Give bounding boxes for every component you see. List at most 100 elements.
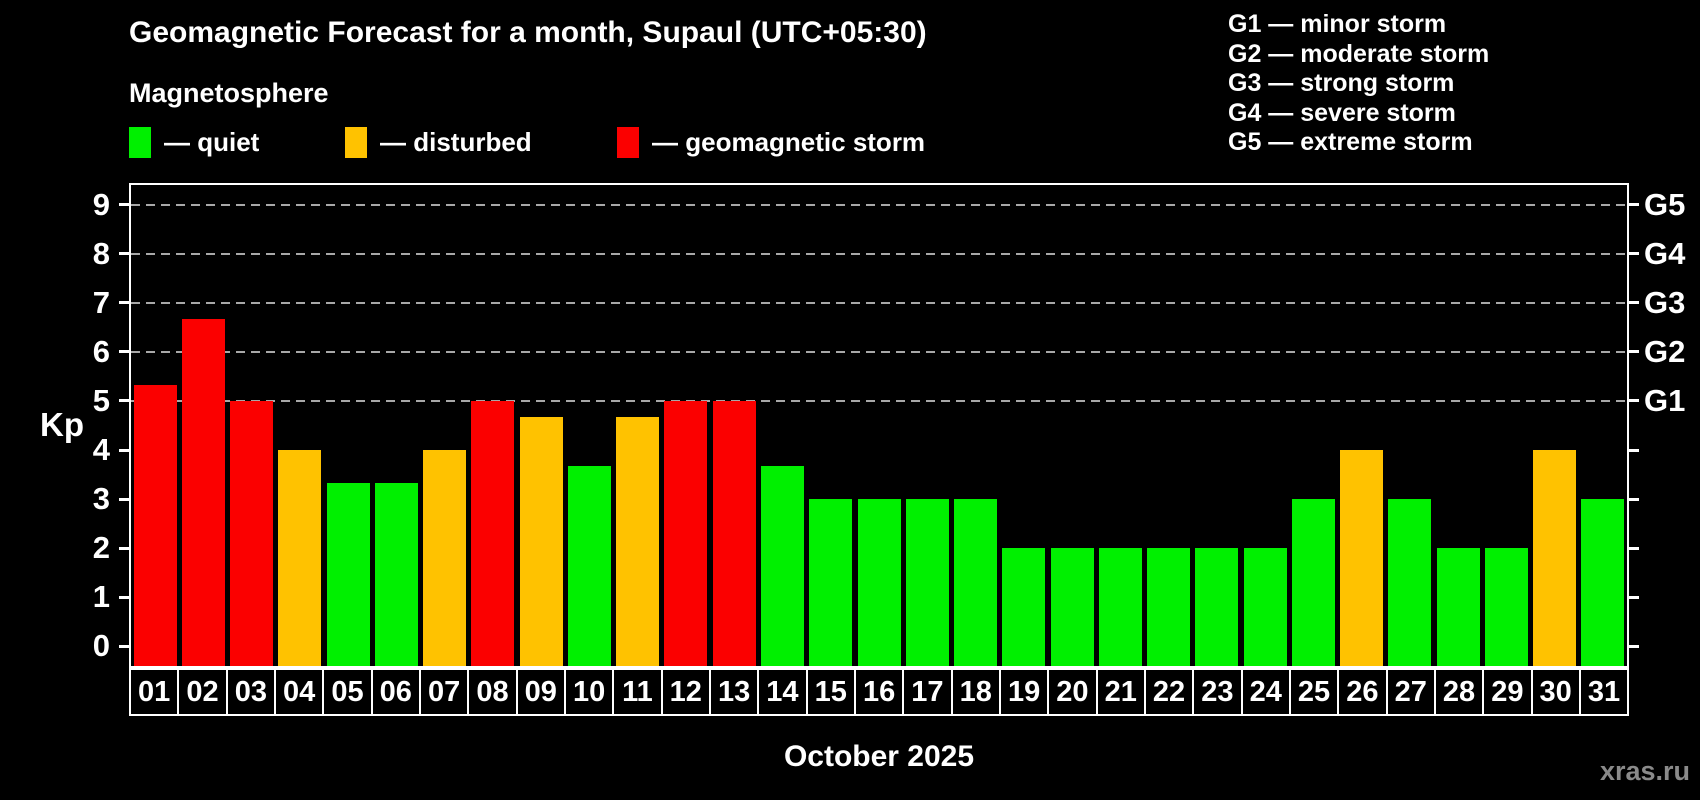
- x-axis-title: October 2025: [783, 740, 975, 773]
- bar-day-21: [1098, 548, 1142, 666]
- right-tick-kp-2: [1629, 546, 1639, 550]
- bar-day-23: [1195, 548, 1239, 666]
- disturbed-color-swatch: [345, 127, 367, 158]
- legend-item-quiet: — quiet: [129, 127, 259, 158]
- left-tick-kp-5: [119, 399, 129, 403]
- bar-day-17: [905, 499, 949, 666]
- bar-day-10: [567, 466, 611, 666]
- bar-day-12: [664, 400, 708, 666]
- gridline-kp-5: [131, 399, 1627, 402]
- left-tick-kp-6: [119, 350, 129, 354]
- bar-day-14: [760, 466, 804, 666]
- y-tick-label-4: 4: [92, 432, 110, 468]
- right-tick-kp-4: [1629, 448, 1639, 452]
- g2-legend-line: G2 — moderate storm: [1228, 39, 1490, 68]
- right-tick-kp-0: [1629, 644, 1639, 648]
- right-tick-kp-3: [1629, 497, 1639, 501]
- g-scale-label-G1: G1: [1644, 382, 1686, 418]
- bar-day-26: [1340, 450, 1384, 666]
- x-axis-day-labels: 01 02 03 04 05 06 07 08 09 10 11 12 13 14 15 16 17 18 19 20…: [129, 668, 1630, 716]
- day-label-07: 07: [418, 668, 470, 716]
- day-label-11: 11: [612, 668, 663, 716]
- right-tick-kp-9: [1629, 203, 1639, 207]
- g-scale-label-G4: G4: [1644, 235, 1686, 271]
- chart-title: Geomagnetic Forecast for a month, Supaul…: [129, 16, 927, 49]
- day-label-16: 16: [853, 668, 905, 716]
- gridline-kp-7: [131, 301, 1627, 304]
- bar-day-07: [423, 450, 467, 666]
- day-label-28: 28: [1433, 668, 1485, 716]
- bar-day-05: [326, 482, 370, 666]
- bar-day-08: [471, 400, 515, 666]
- bar-day-30: [1533, 450, 1577, 666]
- gridline-kp-9: [131, 203, 1627, 206]
- gridline-kp-6: [131, 350, 1627, 353]
- y-tick-label-5: 5: [92, 382, 110, 418]
- plot-area: [129, 183, 1629, 668]
- right-tick-kp-5: [1629, 399, 1639, 403]
- g-scale-label-G2: G2: [1644, 333, 1686, 369]
- bar-day-19: [1002, 548, 1046, 666]
- day-label-29: 29: [1482, 668, 1533, 716]
- bar-day-03: [230, 400, 274, 666]
- day-label-26: 26: [1337, 668, 1388, 716]
- right-tick-kp-1: [1629, 595, 1639, 599]
- day-label-22: 22: [1143, 668, 1195, 716]
- bar-day-27: [1388, 499, 1432, 666]
- bar-day-02: [181, 319, 225, 666]
- y-tick-label-1: 1: [92, 579, 110, 615]
- g-scale-label-G3: G3: [1644, 284, 1686, 320]
- y-tick-label-7: 7: [92, 284, 110, 320]
- day-label-24: 24: [1240, 668, 1291, 716]
- quiet-color-swatch: [129, 127, 151, 158]
- left-tick-kp-9: [119, 203, 129, 207]
- day-label-31: 31: [1578, 668, 1630, 716]
- day-label-14: 14: [757, 668, 808, 716]
- y-tick-label-2: 2: [92, 530, 110, 566]
- day-label-12: 12: [660, 668, 711, 716]
- day-label-20: 20: [1047, 668, 1098, 716]
- bar-day-04: [278, 450, 322, 666]
- right-tick-kp-7: [1629, 301, 1639, 305]
- y-axis-title: Kp: [40, 406, 84, 443]
- storm-color-swatch: [617, 127, 639, 158]
- g4-legend-line: G4 — severe storm: [1228, 98, 1456, 127]
- day-label-13: 13: [708, 668, 760, 716]
- g3-legend-line: G3 — strong storm: [1228, 69, 1455, 97]
- bar-day-09: [519, 417, 563, 666]
- day-label-08: 08: [467, 668, 518, 716]
- bar-day-31: [1581, 499, 1625, 666]
- bar-day-24: [1243, 548, 1287, 666]
- bar-day-29: [1484, 548, 1528, 666]
- day-label-18: 18: [950, 668, 1001, 716]
- day-label-27: 27: [1385, 668, 1436, 716]
- y-tick-label-9: 9: [92, 186, 110, 222]
- bar-day-11: [616, 417, 660, 666]
- right-tick-kp-6: [1629, 350, 1639, 354]
- bar-day-15: [809, 499, 853, 666]
- day-label-05: 05: [322, 668, 373, 716]
- legend-disturbed-label: — disturbed: [380, 127, 532, 157]
- day-label-15: 15: [805, 668, 856, 716]
- legend-storm-label: — geomagnetic storm: [652, 127, 926, 157]
- day-label-09: 09: [515, 668, 566, 716]
- legend-quiet-label: — quiet: [164, 127, 260, 157]
- bar-day-18: [954, 499, 998, 666]
- g-scale-label-G5: G5: [1644, 186, 1686, 222]
- watermark-text: xras.ru: [1599, 756, 1690, 786]
- day-label-01: 01: [129, 668, 180, 716]
- day-label-25: 25: [1288, 668, 1340, 716]
- legend-item-disturbed: — disturbed: [345, 127, 532, 158]
- day-label-23: 23: [1192, 668, 1243, 716]
- magnetosphere-label: Magnetosphere: [129, 78, 329, 108]
- storm-scale-legend: G1 — minor storm G2 — moderate storm G3 …: [1228, 10, 1489, 158]
- left-tick-kp-2: [119, 546, 129, 550]
- g5-legend-line: G5 — extreme storm: [1228, 128, 1473, 156]
- y-tick-label-8: 8: [92, 235, 110, 271]
- left-tick-kp-0: [119, 644, 129, 648]
- day-label-21: 21: [1095, 668, 1146, 716]
- left-tick-kp-7: [119, 301, 129, 305]
- left-tick-kp-4: [119, 448, 129, 452]
- legend-item-storm: — geomagnetic storm: [617, 127, 925, 158]
